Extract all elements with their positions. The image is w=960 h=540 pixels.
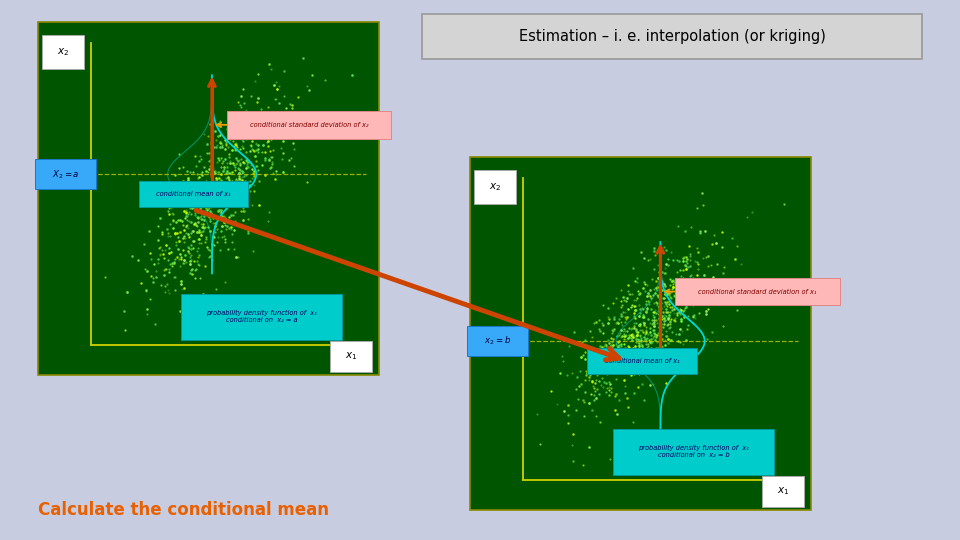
Bar: [38, 22, 379, 375]
FancyBboxPatch shape: [474, 170, 516, 204]
FancyBboxPatch shape: [468, 326, 528, 356]
Text: $x_2$: $x_2$: [57, 46, 69, 58]
Text: conditional standard deviation of x₂: conditional standard deviation of x₂: [250, 122, 369, 128]
FancyBboxPatch shape: [762, 476, 804, 507]
FancyBboxPatch shape: [330, 341, 372, 372]
Text: $x_2=b$: $x_2=b$: [484, 335, 511, 347]
Text: probability density function of  x₁
conditional on  x₂ = b: probability density function of x₁ condi…: [638, 446, 749, 458]
Text: conditional mean of x₁: conditional mean of x₁: [605, 358, 680, 364]
Text: $X_2=a$: $X_2=a$: [52, 168, 80, 180]
FancyBboxPatch shape: [42, 35, 84, 69]
Text: $x_2$: $x_2$: [489, 181, 501, 193]
FancyBboxPatch shape: [675, 278, 840, 305]
Text: conditional standard deviation of x₁: conditional standard deviation of x₁: [698, 288, 817, 295]
Text: $x_1$: $x_1$: [777, 485, 789, 497]
FancyBboxPatch shape: [422, 14, 922, 59]
FancyBboxPatch shape: [181, 294, 342, 340]
Text: $x_1$: $x_1$: [345, 350, 357, 362]
Text: probability density function of  x₁
conditional on  x₂ = a: probability density function of x₁ condi…: [206, 310, 317, 323]
FancyBboxPatch shape: [227, 111, 392, 138]
FancyBboxPatch shape: [36, 159, 96, 189]
FancyBboxPatch shape: [138, 181, 249, 207]
FancyBboxPatch shape: [613, 429, 774, 475]
Text: Calculate the conditional mean: Calculate the conditional mean: [38, 501, 329, 519]
Bar: [470, 157, 811, 510]
Text: Estimation – i. e. interpolation (or kriging): Estimation – i. e. interpolation (or kri…: [518, 29, 826, 44]
Text: conditional mean of x₁: conditional mean of x₁: [156, 191, 231, 197]
FancyBboxPatch shape: [587, 348, 697, 374]
